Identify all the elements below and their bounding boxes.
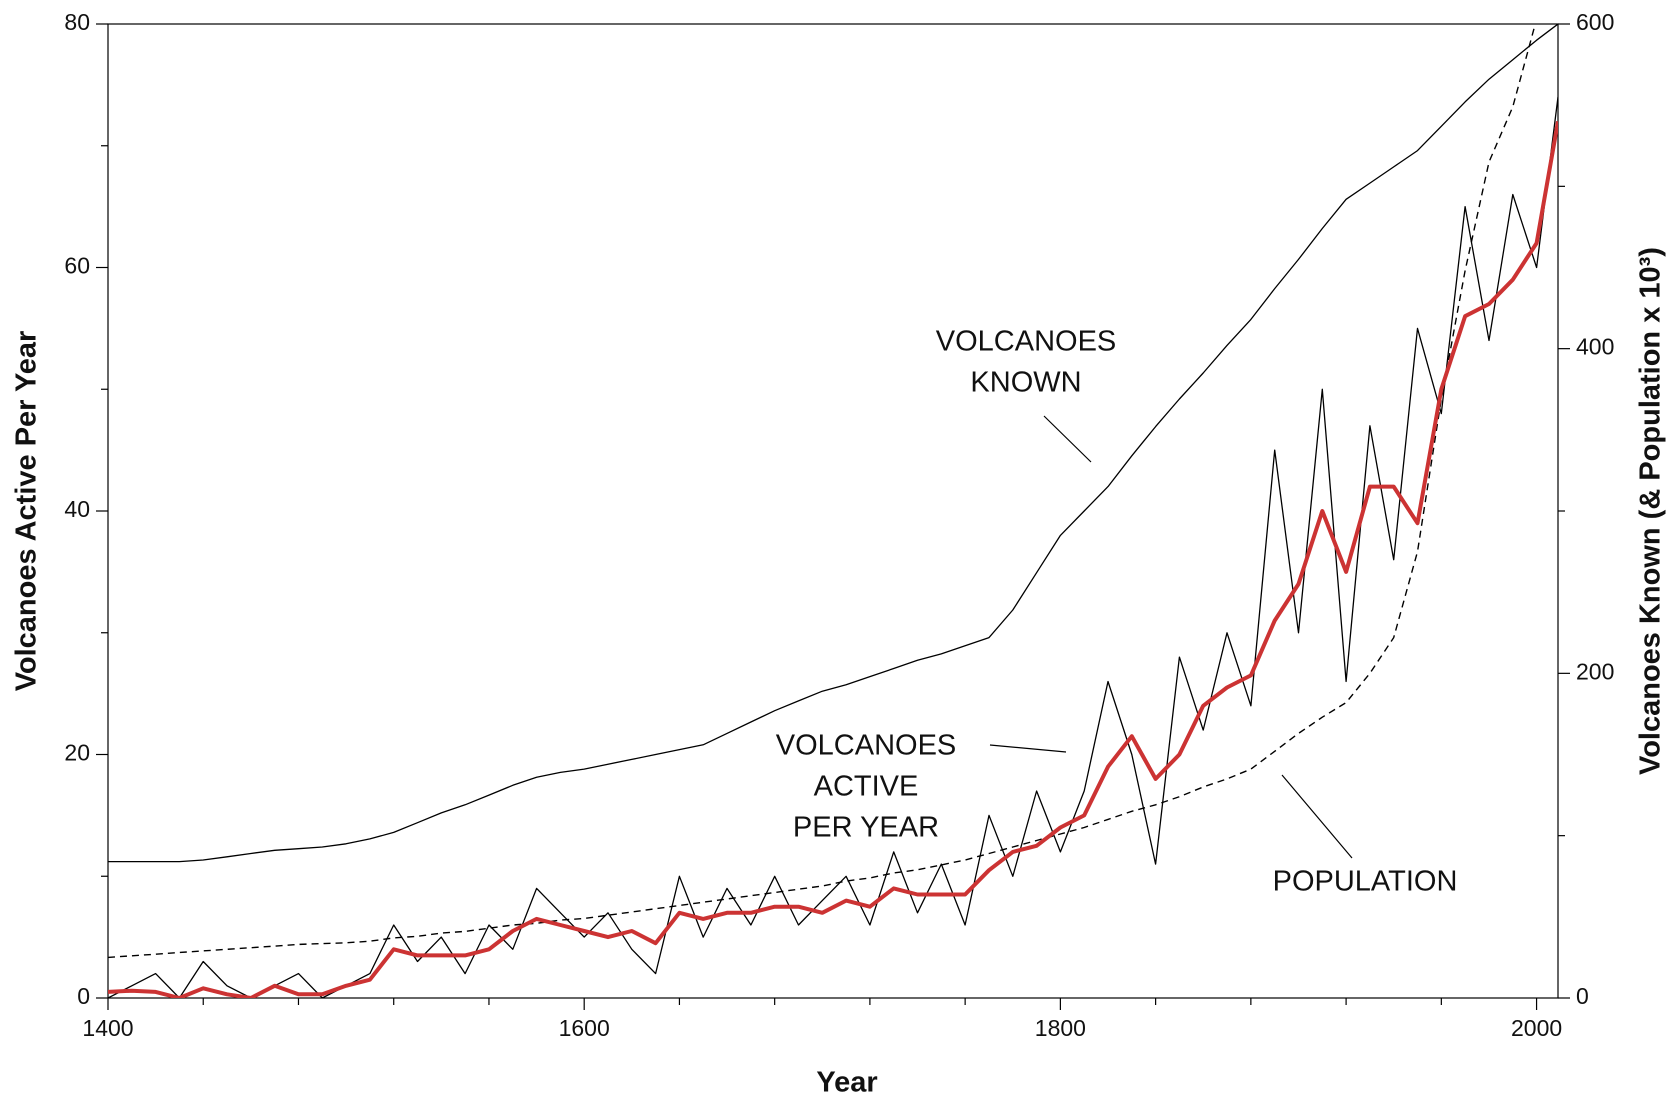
y2-tick-label: 0 <box>1576 983 1589 1009</box>
series-line <box>108 96 1558 998</box>
leader-line <box>989 744 1067 753</box>
plot-frame <box>107 23 1559 999</box>
x-axis-title: Year <box>816 1067 877 1099</box>
y-tick-label: 20 <box>64 740 90 766</box>
series-line <box>108 24 1558 863</box>
y2-tick-label: 400 <box>1576 334 1614 360</box>
annotation: VOLCANOES <box>776 730 957 762</box>
plot-area <box>108 24 1558 998</box>
y-axis-title: Volcanoes Active Per Year <box>11 331 43 692</box>
x-tick-label: 1400 <box>82 1015 133 1041</box>
y-tick-label: 60 <box>64 253 90 279</box>
y2-tick-label: 200 <box>1576 658 1614 684</box>
y-tick-label: 40 <box>64 496 90 522</box>
annotation: KNOWN <box>970 367 1081 399</box>
y2-axis-title: Volcanoes Known (& Population x 10³) <box>1635 247 1667 775</box>
leader-line <box>1043 415 1092 463</box>
leader-line <box>1281 774 1353 859</box>
y-tick-label: 80 <box>64 9 90 35</box>
x-tick-label: 1800 <box>1035 1015 1086 1041</box>
series-line <box>108 121 1558 998</box>
annotation: POPULATION <box>1273 866 1458 898</box>
y2-tick-label: 600 <box>1576 9 1614 35</box>
series-line <box>108 24 1536 959</box>
annotation: VOLCANOES <box>936 326 1117 358</box>
x-tick-label: 1600 <box>559 1015 610 1041</box>
y-tick-label: 0 <box>77 983 90 1009</box>
annotation: ACTIVE <box>814 771 919 803</box>
x-tick-label: 2000 <box>1511 1015 1562 1041</box>
annotation: PER YEAR <box>793 812 939 844</box>
